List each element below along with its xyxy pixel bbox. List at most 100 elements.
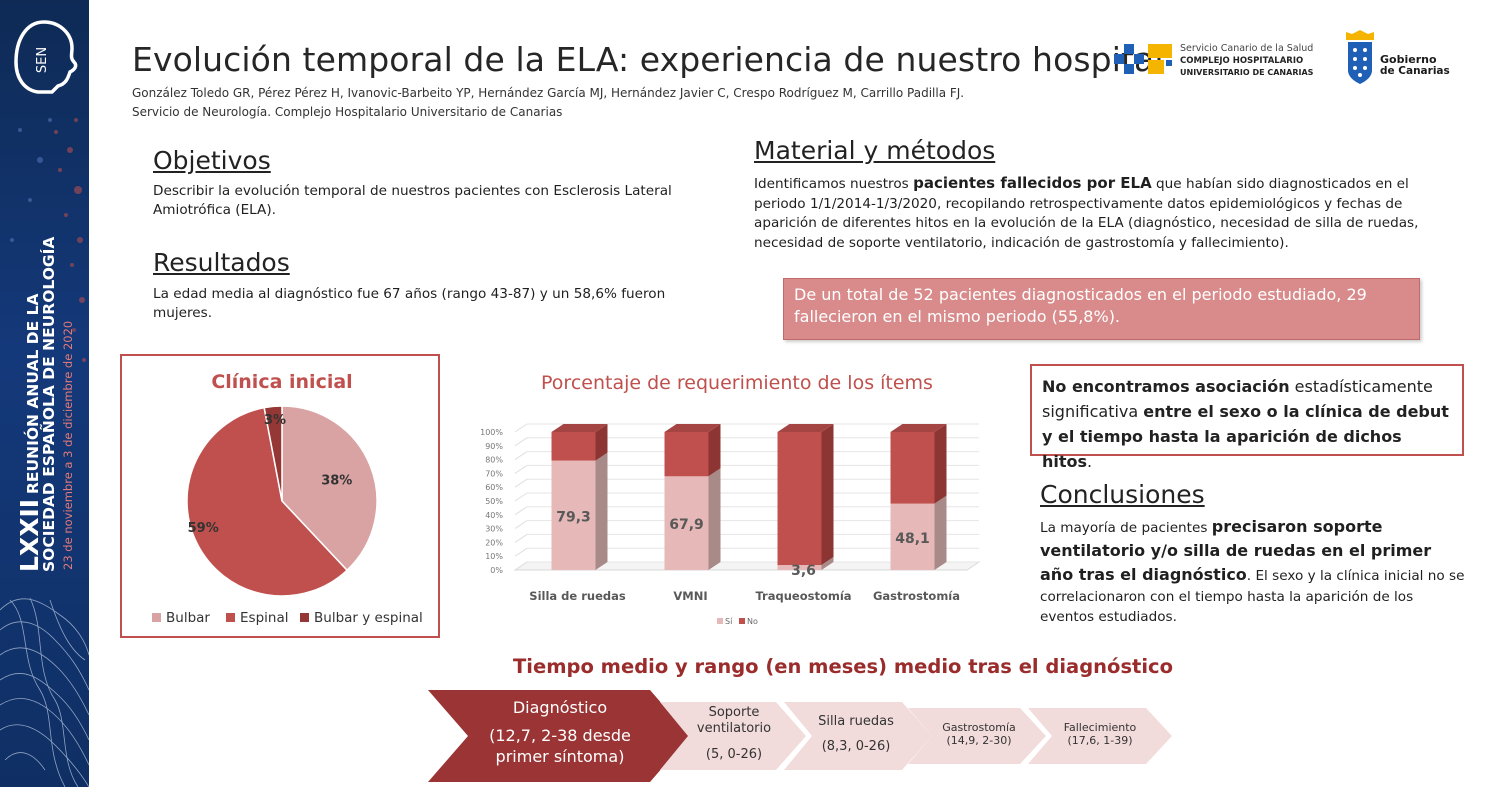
gridline (514, 478, 528, 488)
bar-top (777, 424, 834, 432)
pie-legend-swatch (226, 613, 235, 622)
page-title: Evolución temporal de la ELA: experienci… (132, 40, 1164, 79)
pie-slice-bulbar (281, 405, 378, 572)
timeline-step-1-detail: (12,7, 2-38 desde primer síntoma) (489, 726, 631, 766)
timeline-step-1-shape (428, 690, 690, 782)
banner-roman-numeral: LXXII (15, 499, 44, 572)
gridline (514, 506, 528, 516)
pie-slice-espinal (186, 406, 349, 597)
timeline-step-1: Diagnóstico (12,7, 2-38 desde primer sín… (470, 698, 650, 767)
x-tick-label: Gastrostomía (873, 589, 960, 603)
bar-side (595, 424, 608, 461)
y-tick-label: 20% (485, 538, 503, 547)
timeline-step-5: Fallecimiento (17,6, 1-39) (1052, 721, 1148, 747)
timeline-step-3-shape (784, 702, 932, 770)
bar-chart-title: Porcentaje de requerimiento de los ítems (541, 372, 933, 394)
conclusiones-bold: precisaron soporte ventilatorio y/o sill… (1040, 517, 1432, 584)
timeline-step-2: Soporte ventilatorio (5, 0-26) (688, 705, 780, 762)
y-tick-label: 90% (485, 442, 503, 451)
pie-slice-bulbar-y-espinal (263, 405, 283, 502)
association-text-2: . (1087, 452, 1093, 471)
affiliation: Servicio de Neurología. Complejo Hospita… (132, 105, 563, 119)
banner-line-1: REUNIÓN ANUAL DE LA (23, 294, 42, 494)
bar-data-label: 67,9 (669, 517, 704, 533)
association-box: No encontramos asociación estadísticamen… (1030, 364, 1464, 471)
association-text-1: estadísticamente significativa (1042, 377, 1433, 421)
timeline-step-4: Gastrostomía (14,9, 2-30) (932, 721, 1026, 747)
objetivos-text: Describir la evolución temporal de nuest… (153, 183, 672, 218)
bar-side (934, 424, 947, 504)
hospital-name-1: COMPLEJO HOSPITALARIO (1180, 56, 1303, 66)
bar-legend-label: No (747, 617, 758, 626)
timeline-chevrons (428, 690, 1172, 782)
conclusiones-text-1: La mayoría de pacientes (1040, 520, 1212, 536)
pie-label: 3% (264, 413, 286, 428)
bar-si (551, 460, 596, 570)
x-tick-label: VMNI (673, 589, 707, 603)
institution-logos: Servicio Canario de la Salud COMPLEJO HO… (1114, 30, 1450, 84)
scs-name: Servicio Canario de la Salud (1180, 43, 1313, 54)
banner-line-2: SOCIEDAD ESPAÑOLA DE NEUROLOGÍA (39, 237, 58, 572)
authors: González Toledo GR, Pérez Pérez H, Ivano… (132, 86, 965, 100)
timeline-step-5-detail: (17,6, 1-39) (1067, 734, 1133, 747)
gridline (514, 547, 528, 557)
y-tick-label: 60% (485, 483, 503, 492)
gridline (514, 464, 528, 474)
bar-data-label: 79,3 (556, 509, 591, 525)
bar-si (890, 503, 935, 570)
conclusiones-text: La mayoría de pacientes precisaron sopor… (1040, 515, 1465, 627)
timeline-step-4-shape (908, 708, 1046, 764)
y-tick-label: 30% (485, 525, 503, 534)
timeline-step-2-detail: (5, 0-26) (705, 747, 763, 762)
timeline-step-5-shape (1028, 708, 1172, 764)
y-tick-label: 70% (485, 469, 503, 478)
y-tick-label: 10% (485, 552, 503, 561)
objetivos-heading: Objetivos (153, 146, 271, 175)
hospital-name-2: UNIVERSITARIO DE CANARIAS (1180, 68, 1314, 77)
left-banner: SEN LXXII REUNIÓN ANUAL DE LA SOCIEDAD E… (0, 0, 89, 787)
timeline-step-4-detail: (14,9, 2-30) (946, 734, 1012, 747)
bar-legend-swatch (739, 618, 745, 624)
bar-side (708, 468, 721, 570)
bar-data-label: 48,1 (895, 531, 930, 547)
bar-top (551, 424, 608, 432)
bar-legend-label: Sí (725, 617, 733, 626)
summary-highlight-box: De un total de 52 pacientes diagnosticad… (783, 278, 1420, 340)
bar-side (595, 452, 608, 570)
pie-legend-swatch (152, 613, 161, 622)
bar-si (777, 565, 822, 570)
bar-top (890, 424, 947, 432)
resultados-heading: Resultados (153, 248, 290, 277)
bar-chart: Porcentaje de requerimiento de los ítems… (480, 372, 981, 626)
sen-logo-text: SEN (35, 47, 50, 73)
gridline (514, 561, 528, 571)
bar-data-label: 3,6 (791, 563, 816, 579)
y-tick-label: 40% (485, 511, 503, 520)
bar-legend-swatch (717, 618, 723, 624)
gobierno-line-1: Gobierno (1380, 53, 1437, 66)
bar-side (934, 495, 947, 570)
bar-no (890, 432, 935, 504)
gridline (514, 437, 528, 447)
timeline-step-3-detail: (8,3, 0-26) (821, 739, 891, 754)
gridline (514, 492, 528, 502)
material-heading: Material y métodos (754, 136, 996, 165)
pie-label: 38% (321, 473, 352, 488)
y-tick-label: 0% (490, 566, 503, 575)
y-tick-label: 80% (485, 456, 503, 465)
bar-side (821, 424, 834, 566)
bar-side (708, 424, 721, 477)
y-tick-label: 50% (485, 497, 503, 506)
pie-legend-label: Espinal (240, 610, 288, 626)
gridline (514, 520, 528, 530)
gobierno-line-2: de Canarias (1380, 65, 1450, 77)
timeline-step-2-shape (660, 702, 806, 770)
timeline-step-5-name: Fallecimiento (1063, 721, 1137, 734)
pie-legend-swatch (300, 613, 309, 622)
bar-top (664, 424, 721, 432)
gridline (514, 451, 528, 461)
pie-legend-label: Bulbar y espinal (314, 610, 423, 626)
pie-label: 59% (188, 521, 219, 536)
association-bold-1: No encontramos asociación (1042, 377, 1290, 396)
banner-decoration (0, 118, 89, 787)
